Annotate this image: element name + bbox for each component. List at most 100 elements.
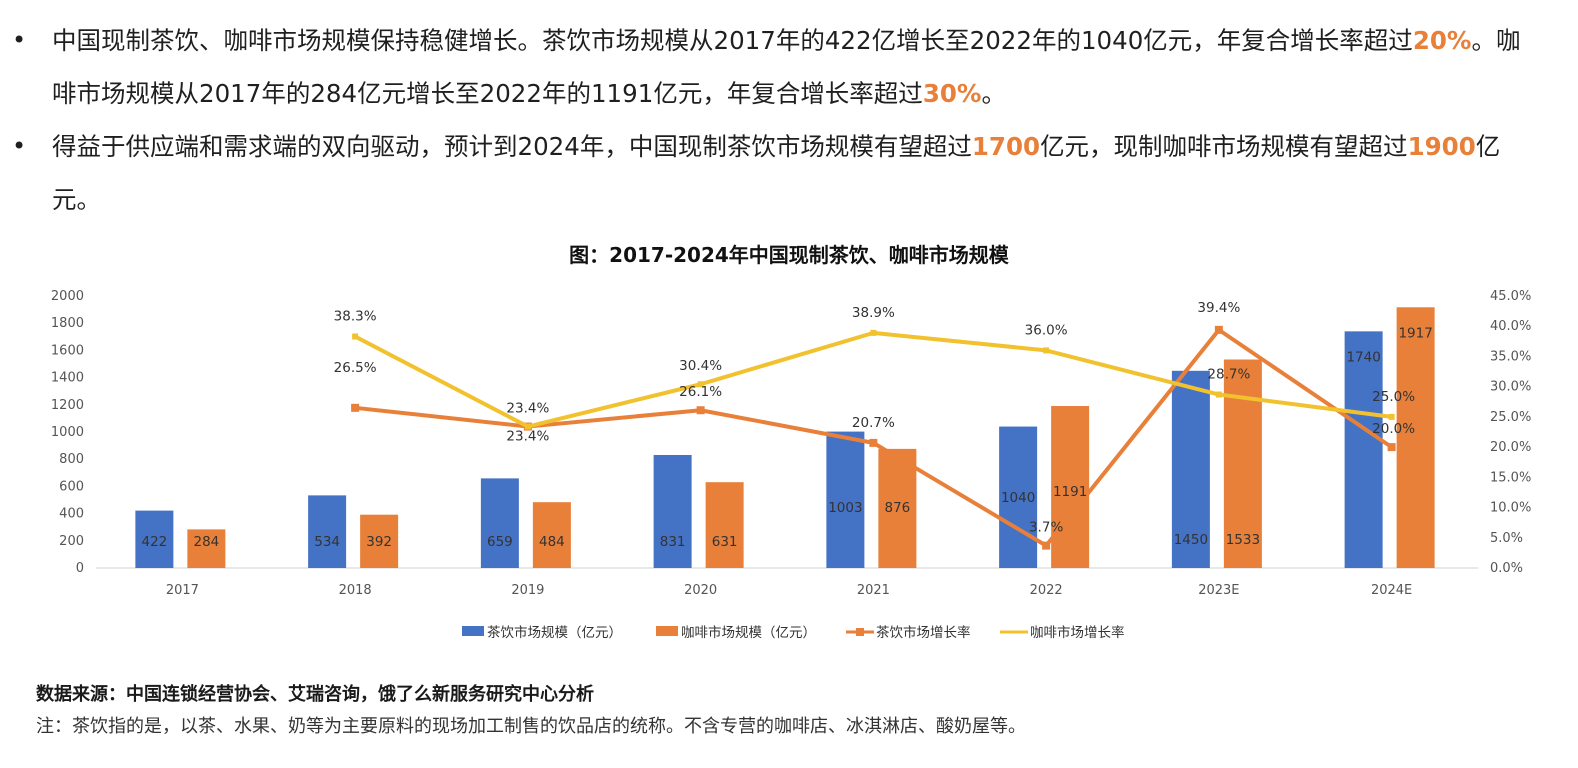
tea-growth-marker xyxy=(696,406,705,415)
bullet-text-1: 中国现制茶饮、咖啡市场规模保持稳健增长。茶饮市场规模从2017年的422亿增长至… xyxy=(52,26,1520,108)
coffee-growth-marker xyxy=(697,381,704,388)
x-tick-label: 2022 xyxy=(1030,583,1063,598)
line-value-label: 26.1% xyxy=(679,384,722,400)
bar-value-label: 659 xyxy=(487,534,513,550)
y-left-tick-label: 600 xyxy=(59,479,84,494)
bar-value-label: 1533 xyxy=(1226,532,1260,548)
y-right-tick-label: 10.0% xyxy=(1490,501,1531,516)
line-value-label: 38.3% xyxy=(334,308,377,324)
coffee-growth-marker xyxy=(1388,413,1395,420)
text-segment: 。咖啡市场规模从2017年的284亿元增长至2022年的1191亿元，年复合增长… xyxy=(52,26,1521,108)
tea-bar xyxy=(1171,370,1210,568)
y-right-tick-label: 30.0% xyxy=(1490,380,1531,395)
coffee-bar xyxy=(1051,406,1090,568)
tea-bar xyxy=(999,426,1038,568)
y-right-tick-label: 15.0% xyxy=(1490,470,1531,485)
line-value-label: 20.0% xyxy=(1372,421,1415,437)
footnote: 注：茶饮指的是，以茶、水果、奶等为主要原料的现场加工制售的饮品店的统称。不含专营… xyxy=(36,716,1026,737)
tea-bar xyxy=(135,510,174,568)
tea-growth-marker xyxy=(869,438,878,447)
text-segment: 。 xyxy=(981,79,1006,108)
y-right-tick-label: 35.0% xyxy=(1490,349,1531,364)
bar-value-label: 1740 xyxy=(1346,349,1380,365)
tea-growth-marker xyxy=(1214,325,1223,334)
text-segment: 中国现制茶饮、咖啡市场规模保持稳健增长。茶饮市场规模从2017年的422亿增长至… xyxy=(52,26,1413,55)
tea-bar xyxy=(1344,331,1383,568)
highlight-value: 20% xyxy=(1412,26,1472,55)
coffee-bar xyxy=(532,502,571,568)
chart-bars xyxy=(135,307,1435,568)
bar-value-label: 422 xyxy=(141,534,167,550)
line-value-label: 30.4% xyxy=(679,358,722,374)
chart-legend: 茶饮市场规模（亿元） 咖啡市场规模（亿元） 茶饮市场增长率 咖啡市场增长率 xyxy=(462,624,1125,641)
y-right-tick-label: 25.0% xyxy=(1490,410,1531,425)
highlight-value: 1700 xyxy=(971,132,1041,161)
bar-value-label: 1040 xyxy=(1001,490,1035,506)
source-note: 数据来源：中国连锁经营协会、艾瑞咨询，饿了么新服务研究中心分析 xyxy=(36,684,594,705)
highlight-value: 1900 xyxy=(1407,132,1476,161)
coffee-bar xyxy=(187,529,226,568)
bar-value-label: 484 xyxy=(539,534,565,550)
y-right-tick-label: 20.0% xyxy=(1490,440,1531,455)
y-left-tick-label: 2000 xyxy=(51,289,84,304)
coffee-growth-marker xyxy=(524,423,531,430)
legend-marker xyxy=(856,628,864,636)
y-left-tick-label: 1600 xyxy=(51,343,84,358)
chart-axes: 0 200 400 600 800 1000 1200 1400 1600 1800 2000 0.0… xyxy=(51,289,1531,598)
line-value-label: 3.7% xyxy=(1029,520,1063,536)
tea-growth-marker xyxy=(1042,541,1051,550)
line-value-label: 20.7% xyxy=(852,415,895,431)
bar-value-label: 831 xyxy=(660,534,686,550)
y-left-tick-label: 1800 xyxy=(51,316,84,331)
x-tick-label: 2021 xyxy=(857,583,890,598)
bar-value-label: 631 xyxy=(712,534,738,550)
legend-swatch xyxy=(462,626,484,636)
line-value-label: 39.4% xyxy=(1197,300,1240,316)
coffee-bar xyxy=(878,448,917,568)
y-left-tick-label: 1000 xyxy=(51,425,84,440)
bullet-list: • 中国现制茶饮、咖啡市场规模保持稳健增长。茶饮市场规模从2017年的422亿增… xyxy=(0,14,1578,226)
y-left-tick-label: 1200 xyxy=(51,398,84,413)
x-tick-label: 2023E xyxy=(1198,583,1239,598)
y-right-tick-label: 0.0% xyxy=(1490,561,1523,576)
x-tick-label: 2019 xyxy=(511,583,544,598)
bar-value-label: 876 xyxy=(884,500,910,516)
coffee-bar xyxy=(705,482,744,568)
y-left-tick-label: 200 xyxy=(59,534,84,549)
bar-value-label: 1003 xyxy=(828,500,862,516)
bar-value-label: 1450 xyxy=(1174,532,1208,548)
coffee-bar xyxy=(360,514,399,568)
y-left-tick-label: 0 xyxy=(76,561,84,576)
text-segment: 亿元。 xyxy=(52,132,1501,214)
tea-growth-marker xyxy=(1387,443,1396,452)
x-tick-label: 2017 xyxy=(166,583,199,598)
bullet-marker: • xyxy=(12,132,27,160)
line-value-label: 36.0% xyxy=(1025,322,1068,338)
text-segment: 得益于供应端和需求端的双向驱动，预计到2024年，中国现制茶饮市场规模有望超过 xyxy=(52,132,972,161)
bar-value-label: 534 xyxy=(314,534,340,550)
tea-bar xyxy=(308,495,347,568)
line-value-label: 38.9% xyxy=(852,305,895,321)
coffee-growth-marker xyxy=(870,329,877,336)
tea-bar xyxy=(826,431,865,568)
line-value-label: 25.0% xyxy=(1372,389,1415,405)
x-tick-label: 2024E xyxy=(1371,583,1412,598)
y-left-tick-label: 800 xyxy=(59,452,84,467)
legend-label: 茶饮市场规模（亿元） xyxy=(487,624,622,641)
tea-growth-marker xyxy=(351,403,360,412)
legend-label: 咖啡市场增长率 xyxy=(1030,624,1125,641)
legend-label: 咖啡市场规模（亿元） xyxy=(681,624,816,641)
bar-value-label: 284 xyxy=(193,534,219,550)
chart-lines xyxy=(351,325,1396,550)
bullet-item-1: • 中国现制茶饮、咖啡市场规模保持稳健增长。茶饮市场规模从2017年的422亿增… xyxy=(0,14,1578,120)
bullet-marker: • xyxy=(12,26,27,54)
tea-bar xyxy=(480,478,519,568)
bar-value-label: 1191 xyxy=(1053,484,1087,500)
highlight-value: 30% xyxy=(922,79,982,108)
line-value-label: 28.7% xyxy=(1207,367,1250,383)
y-right-tick-label: 5.0% xyxy=(1490,531,1523,546)
line-value-label: 23.4% xyxy=(506,401,549,417)
line-value-label: 23.4% xyxy=(506,429,549,445)
y-right-tick-label: 45.0% xyxy=(1490,289,1531,304)
bar-value-label: 392 xyxy=(366,534,392,550)
